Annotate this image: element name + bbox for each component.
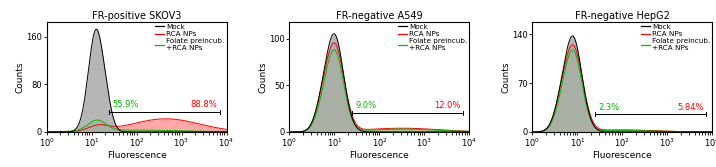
- Text: 55.9%: 55.9%: [112, 100, 139, 109]
- Y-axis label: Counts: Counts: [501, 61, 511, 93]
- Text: 88.8%: 88.8%: [190, 100, 218, 109]
- Text: 12.0%: 12.0%: [434, 101, 460, 110]
- X-axis label: Fluorescence: Fluorescence: [349, 151, 410, 160]
- Legend: Mock, RCA NPs, Folate preincub.
+RCA NPs: Mock, RCA NPs, Folate preincub. +RCA NPs: [397, 23, 468, 52]
- X-axis label: Fluorescence: Fluorescence: [593, 151, 652, 160]
- Text: 5.84%: 5.84%: [677, 103, 703, 112]
- Legend: Mock, RCA NPs, Folate preincub.
+RCA NPs: Mock, RCA NPs, Folate preincub. +RCA NPs: [155, 23, 225, 52]
- Title: FR-negative HepG2: FR-negative HepG2: [575, 11, 670, 21]
- Y-axis label: Counts: Counts: [16, 61, 24, 93]
- Title: FR-positive SKOV3: FR-positive SKOV3: [92, 11, 181, 21]
- Title: FR-negative A549: FR-negative A549: [337, 11, 422, 21]
- Text: 2.3%: 2.3%: [598, 103, 619, 112]
- Y-axis label: Counts: Counts: [258, 61, 268, 93]
- X-axis label: Fluorescence: Fluorescence: [107, 151, 166, 160]
- Text: 9.0%: 9.0%: [355, 101, 377, 110]
- Legend: Mock, RCA NPs, Folate preincub.
+RCA NPs: Mock, RCA NPs, Folate preincub. +RCA NPs: [640, 23, 711, 52]
